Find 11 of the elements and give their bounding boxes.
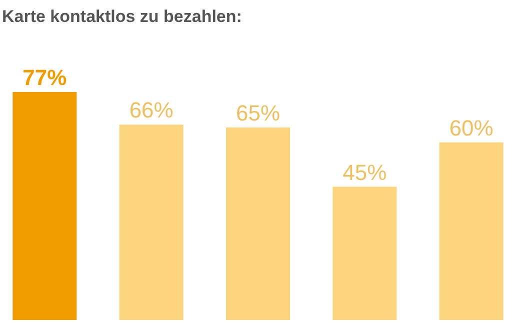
bar [439, 142, 504, 320]
data-label: 65% [236, 100, 280, 126]
data-label: 66% [129, 98, 174, 123]
bar [332, 186, 397, 320]
data-label: 60% [449, 115, 494, 140]
bar [119, 124, 184, 320]
chart-title: Karte kontaktlos zu bezahlen: [2, 7, 242, 26]
data-label: 77% [22, 65, 67, 90]
bar [12, 92, 77, 320]
bar [226, 128, 290, 320]
data-label: 45% [342, 160, 387, 185]
